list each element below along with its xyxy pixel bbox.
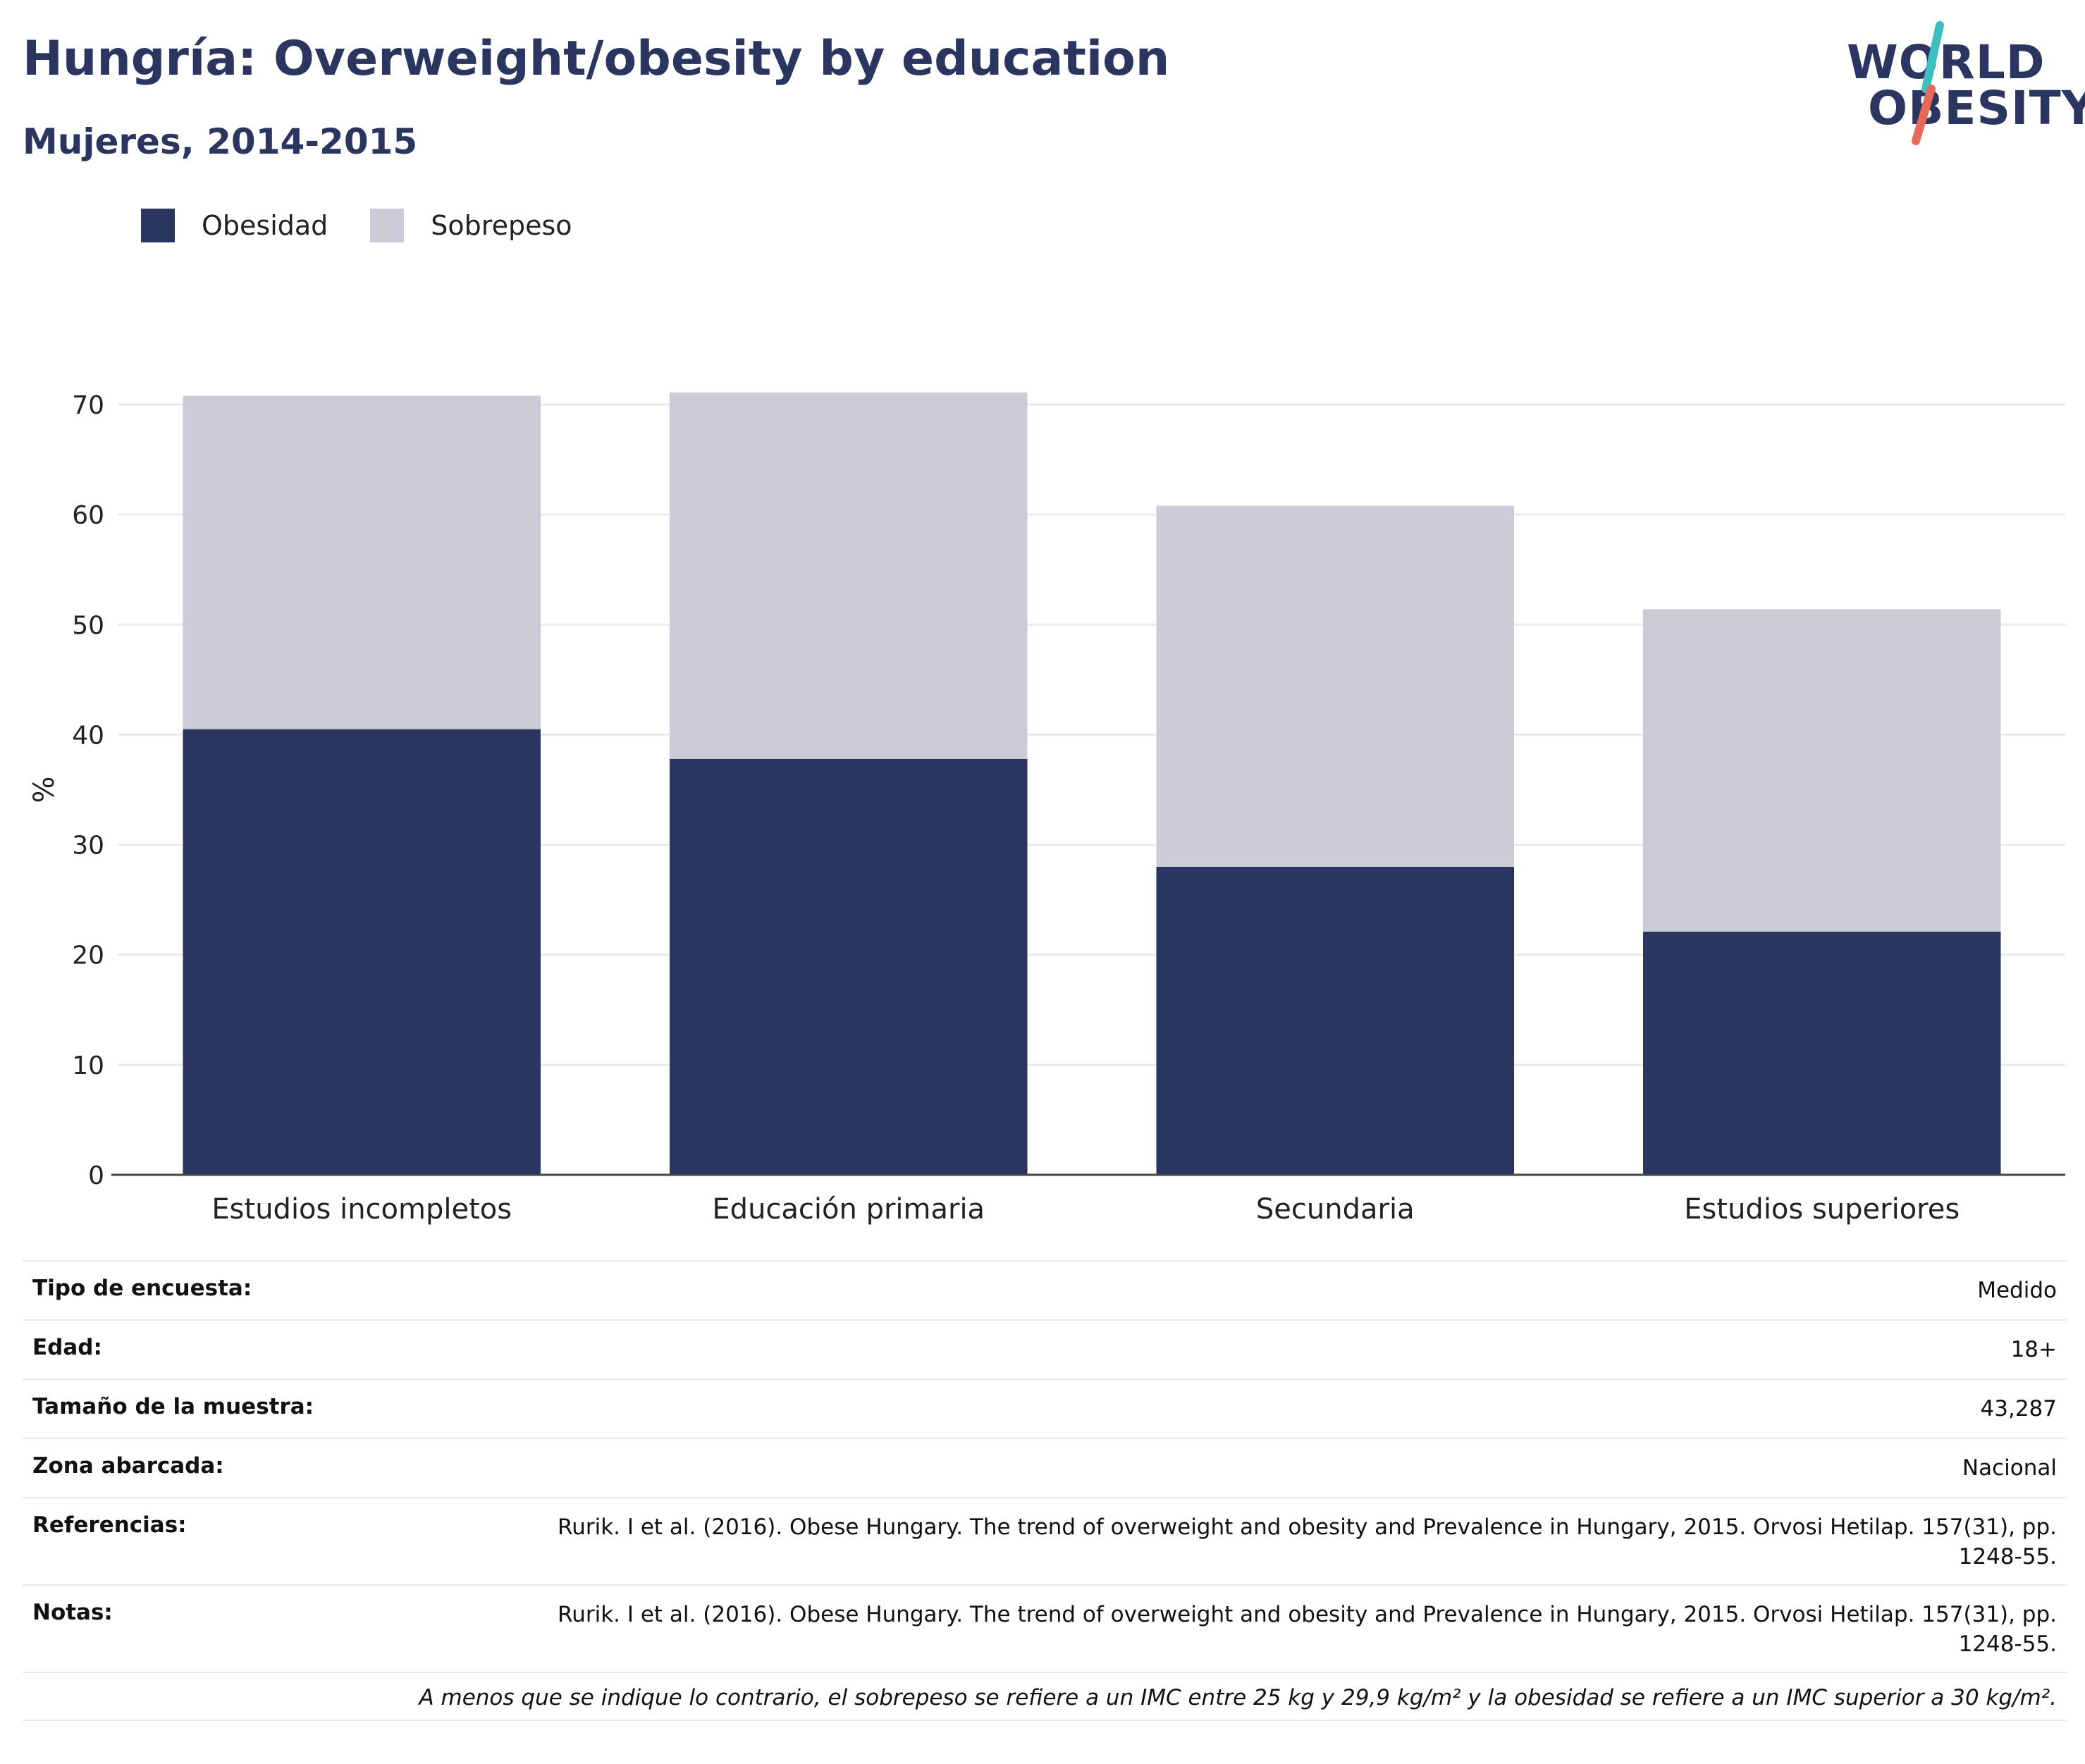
bar-sobrepeso-3 bbox=[1156, 505, 1515, 867]
legend-label-obesidad: Obesidad bbox=[202, 210, 328, 241]
info-label: Referencias: bbox=[23, 1497, 516, 1585]
chart-legend: Obesidad Sobrepeso bbox=[141, 209, 615, 242]
footnote: A menos que se indique lo contrario, el … bbox=[23, 1672, 2067, 1721]
info-label: Zona abarcada: bbox=[23, 1438, 516, 1498]
chart-subtitle: Mujeres, 2014-2015 bbox=[23, 121, 418, 162]
y-tick-label: 60 bbox=[72, 501, 104, 530]
info-label: Tamaño de la muestra: bbox=[23, 1378, 516, 1438]
info-row-sample-size: Tamaño de la muestra: 43,287 bbox=[23, 1378, 2067, 1438]
info-row-age: Edad: 18+ bbox=[23, 1319, 2067, 1379]
bar-sobrepeso-1 bbox=[183, 395, 541, 729]
logo-slash-icon bbox=[1912, 21, 1944, 145]
logo-line-1: WORLD bbox=[1847, 35, 2046, 90]
y-tick-label: 0 bbox=[88, 1161, 104, 1190]
y-tick-label: 20 bbox=[72, 942, 104, 970]
info-row-footnote: A menos que se indique lo contrario, el … bbox=[23, 1672, 2067, 1721]
bar-chart: 0 10 20 30 40 50 60 70% Estudios incompletos Educ… bbox=[28, 391, 2065, 1226]
y-tick-label: 40 bbox=[72, 721, 104, 750]
chart-title: Hungría: Overweight/obesity by education bbox=[23, 31, 1170, 87]
world-obesity-logo: WORLD OBESITY bbox=[1840, 21, 2085, 148]
logo-line-2: OBESITY bbox=[1868, 81, 2085, 135]
x-tick-label: Secundaria bbox=[1256, 1193, 1415, 1226]
y-tick-label: 70 bbox=[72, 391, 104, 420]
x-tick-label: Educación primaria bbox=[712, 1193, 985, 1226]
info-value: Rurik. I et al. (2016). Obese Hungary. T… bbox=[516, 1584, 2067, 1672]
legend-swatch-obesidad bbox=[141, 209, 175, 242]
legend-swatch-sobrepeso bbox=[370, 209, 405, 242]
y-tick-label: 50 bbox=[72, 611, 104, 640]
bar-obesidad-2 bbox=[669, 758, 1028, 1175]
info-label: Notas: bbox=[23, 1584, 516, 1672]
info-value: Rurik. I et al. (2016). Obese Hungary. T… bbox=[516, 1497, 2067, 1585]
bar-obesidad-3 bbox=[1156, 866, 1515, 1175]
legend-item-sobrepeso[interactable]: Sobrepeso bbox=[370, 209, 572, 242]
x-tick-label: Estudios superiores bbox=[1684, 1193, 1960, 1226]
info-row-references: Referencias: Rurik. I et al. (2016). Obe… bbox=[23, 1497, 2067, 1585]
info-row-area: Zona abarcada: Nacional bbox=[23, 1438, 2067, 1498]
y-axis-label: % bbox=[28, 776, 61, 803]
y-tick-label: 30 bbox=[72, 832, 104, 861]
survey-info-table: Tipo de encuesta: Medido Edad: 18+ Tamañ… bbox=[23, 1260, 2067, 1721]
info-value: Nacional bbox=[516, 1438, 2067, 1498]
bar-sobrepeso-2 bbox=[669, 392, 1028, 759]
x-tick-label: Estudios incompletos bbox=[211, 1193, 512, 1226]
bar-obesidad-1 bbox=[183, 729, 541, 1175]
legend-label-sobrepeso: Sobrepeso bbox=[431, 210, 572, 241]
y-tick-label: 10 bbox=[72, 1051, 104, 1080]
info-row-survey-type: Tipo de encuesta: Medido bbox=[23, 1260, 2067, 1320]
bar-obesidad-4 bbox=[1642, 931, 2001, 1175]
legend-item-obesidad[interactable]: Obesidad bbox=[141, 209, 328, 242]
info-value: 43,287 bbox=[516, 1378, 2067, 1438]
bar-sobrepeso-4 bbox=[1642, 609, 2001, 932]
info-label: Edad: bbox=[23, 1319, 516, 1379]
info-value: 18+ bbox=[516, 1319, 2067, 1379]
info-label: Tipo de encuesta: bbox=[23, 1260, 516, 1320]
info-value: Medido bbox=[516, 1260, 2067, 1320]
info-row-notes: Notas: Rurik. I et al. (2016). Obese Hun… bbox=[23, 1584, 2067, 1672]
